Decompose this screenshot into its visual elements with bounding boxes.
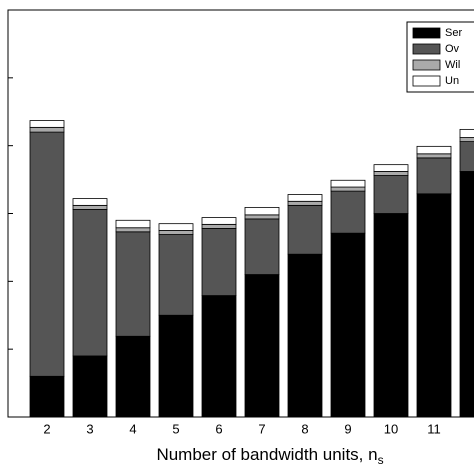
bar-segment	[72, 355, 108, 418]
bar-segment	[115, 335, 151, 418]
bar-segment	[201, 217, 237, 225]
bar-segment	[330, 232, 366, 418]
legend-swatch	[412, 27, 441, 39]
bar-segment	[201, 295, 237, 418]
x-tick-label: 8	[301, 421, 308, 436]
bar-segment	[459, 141, 474, 172]
bar-segment	[29, 375, 65, 418]
bar-segment	[72, 204, 108, 210]
bar-segment	[287, 200, 323, 206]
bar-segment	[29, 131, 65, 377]
bar-segment	[459, 137, 474, 142]
bar-segment	[330, 190, 366, 234]
bar-segment	[373, 171, 409, 176]
bar-segment	[72, 209, 108, 357]
legend-label: Un	[445, 75, 459, 87]
bar-segment	[459, 171, 474, 418]
bar-segment	[416, 157, 452, 195]
x-tick-label: 7	[258, 421, 265, 436]
bar-segment	[416, 145, 452, 155]
bar-segment	[287, 204, 323, 255]
bar-segment	[115, 219, 151, 229]
x-axis-label: Number of bandwidth units, ns	[156, 445, 383, 467]
bar-segment	[29, 120, 65, 128]
x-tick-label: 9	[344, 421, 351, 436]
bar-segment	[244, 218, 280, 275]
legend-label: Wil	[445, 59, 460, 71]
x-tick-label: 3	[86, 421, 93, 436]
legend-swatch	[412, 43, 441, 55]
bar-segment	[115, 227, 151, 233]
bar-segment	[244, 274, 280, 418]
x-tick-label: 11	[427, 421, 441, 436]
bar-segment	[201, 228, 237, 296]
legend-label: Ov	[445, 43, 460, 55]
bar-segment	[330, 179, 366, 188]
bar-segment	[287, 253, 323, 418]
bar-segment	[72, 198, 108, 206]
x-tick-label: 2	[43, 421, 50, 436]
bar-segment	[115, 231, 151, 337]
bar-segment	[158, 230, 194, 235]
legend: Ser Ov Wil Un	[406, 21, 474, 93]
bar-segment	[416, 153, 452, 159]
legend-swatch	[412, 75, 441, 87]
bar-segment	[158, 314, 194, 418]
bar-segment	[201, 223, 237, 229]
bar-segment	[459, 128, 474, 138]
bar-segment	[416, 193, 452, 418]
bar-segment	[373, 175, 409, 214]
bar-segment	[244, 206, 280, 216]
legend-swatch	[412, 59, 441, 71]
bar-segment	[158, 223, 194, 231]
legend-label: Ser	[445, 27, 462, 39]
x-tick-label: 5	[172, 421, 179, 436]
x-tick-label: 6	[215, 421, 222, 436]
bar-segment	[158, 234, 194, 316]
bar-segment	[373, 164, 409, 172]
bar-segment	[29, 126, 65, 133]
bar-segment	[287, 194, 323, 202]
x-tick-label: 4	[129, 421, 136, 436]
x-tick-label: 10	[384, 421, 398, 436]
bar-segment	[373, 213, 409, 418]
bar-segment	[244, 214, 280, 220]
bar-segment	[330, 186, 366, 192]
